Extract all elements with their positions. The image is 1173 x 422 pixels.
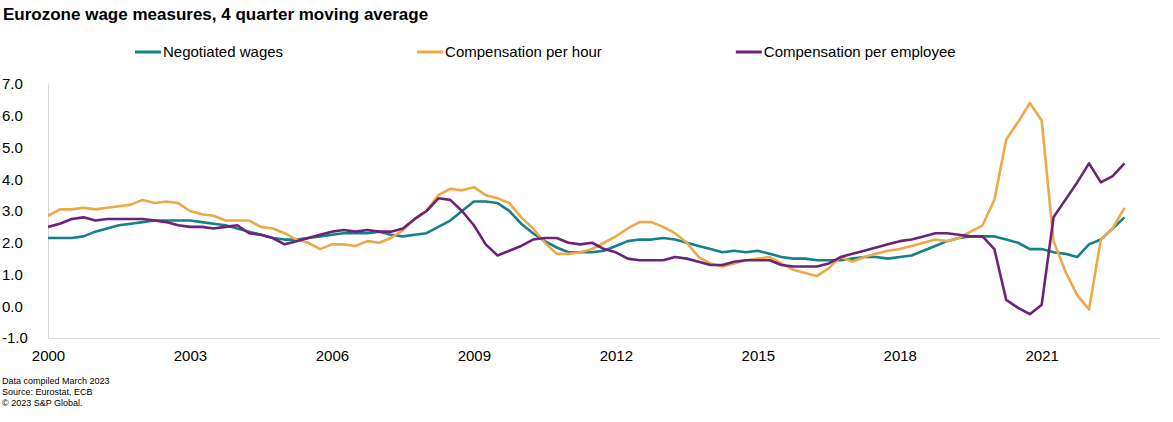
series-group (48, 103, 1125, 314)
footnote: Source: Eurostat, ECB (2, 387, 93, 397)
y-axis: -1.0 0.0 1.0 2.0 3.0 4.0 5.0 6.0 7.0 (2, 75, 49, 346)
legend-item: Compensation per hour (417, 43, 602, 60)
y-tick: 7.0 (2, 75, 48, 92)
x-tick-label: 2000 (32, 347, 65, 364)
title: Eurozone wage measures, 4 quarter moving… (3, 5, 428, 24)
y-tick-label: 7.0 (2, 75, 23, 92)
x-tick: 2000 (32, 338, 65, 364)
legend-label: Negotiated wages (163, 43, 283, 60)
legend-swatch (736, 51, 762, 54)
chart: Eurozone wage measures, 4 quarter moving… (0, 0, 1173, 422)
y-tick-label: 1.0 (2, 266, 23, 283)
y-tick: 0.0 (2, 298, 48, 315)
y-tick: 5.0 (2, 139, 48, 156)
x-axis-line (49, 338, 1161, 339)
x-tick-label: 2018 (884, 347, 917, 364)
y-tick-label: 4.0 (2, 171, 23, 188)
legend-item: Compensation per employee (736, 43, 956, 60)
y-tick: 4.0 (2, 171, 48, 188)
x-tick-label: 2009 (458, 347, 491, 364)
x-tick: 2009 (458, 338, 491, 364)
plot: -1.0 0.0 1.0 2.0 3.0 4.0 5.0 6.0 7.0 2000 2003 2006… (2, 75, 1161, 363)
y-tick: 2.0 (2, 234, 48, 251)
series-line (48, 103, 1125, 309)
legend-item: Negotiated wages (135, 43, 283, 60)
x-axis: 2000 2003 2006 2009 2012 2015 2018 2021 (32, 338, 1161, 364)
legend-swatch (417, 51, 443, 54)
x-tick: 2015 (742, 338, 775, 364)
x-tick-label: 2012 (600, 347, 633, 364)
footnote: Data compiled March 2023 (2, 376, 110, 386)
x-tick: 2003 (174, 338, 207, 364)
y-tick-label: 0.0 (2, 298, 23, 315)
y-tick: 3.0 (2, 202, 48, 219)
y-tick: -1.0 (2, 329, 48, 346)
x-tick: 2006 (316, 338, 349, 364)
legend-label: Compensation per employee (764, 43, 956, 60)
x-tick-label: 2003 (174, 347, 207, 364)
y-tick-label: -1.0 (2, 329, 28, 346)
legend: Negotiated wages Compensation per hour Com… (135, 43, 956, 60)
x-tick-label: 2015 (742, 347, 775, 364)
x-tick: 2021 (1026, 338, 1059, 364)
legend-label: Compensation per hour (445, 43, 602, 60)
series-line (48, 163, 1125, 314)
y-axis-line (48, 85, 49, 339)
footnote: © 2023 S&P Global. (2, 398, 83, 408)
x-tick-label: 2021 (1026, 347, 1059, 364)
y-tick-label: 5.0 (2, 139, 23, 156)
y-tick-label: 3.0 (2, 202, 23, 219)
y-tick-label: 2.0 (2, 234, 23, 251)
legend-swatch (135, 51, 161, 54)
x-tick-label: 2006 (316, 347, 349, 364)
y-tick: 1.0 (2, 266, 48, 283)
x-tick: 2018 (884, 338, 917, 364)
x-tick: 2012 (600, 338, 633, 364)
y-tick-label: 6.0 (2, 107, 23, 124)
y-tick: 6.0 (2, 107, 48, 124)
